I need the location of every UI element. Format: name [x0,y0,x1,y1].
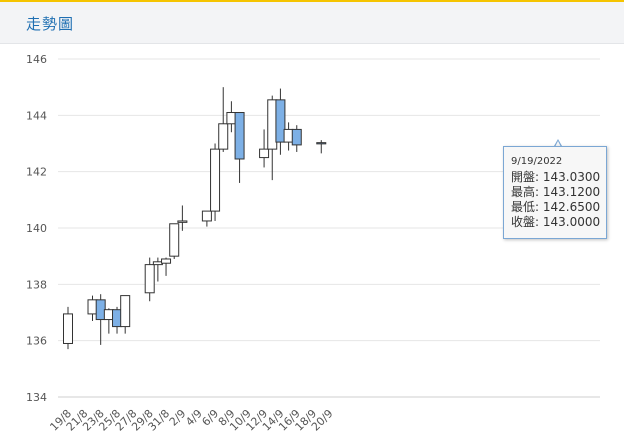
x-axis-ticks: 19/821/823/825/827/829/831/82/94/96/98/9… [47,407,335,434]
candle-body-down [275,99,286,143]
tooltip-row-low: 最低: 142.6500 [511,200,601,214]
tooltip-high-value: 143.1200 [542,185,601,199]
candle[interactable] [177,205,188,231]
candle[interactable] [120,295,131,334]
candle[interactable] [210,143,221,221]
tooltip-close-value: 143.0000 [542,215,601,229]
candle-body-up [267,99,278,150]
candles[interactable] [63,87,327,350]
candle-body-down [316,142,327,145]
candle[interactable] [87,295,98,321]
candle[interactable] [275,88,286,155]
candle[interactable] [95,294,106,345]
y-axis-ticks: 134 136 138 140 142 144 146 [26,53,47,404]
y-tick-label: 140 [26,222,47,235]
candle-body-down [95,299,106,321]
candle[interactable] [152,257,163,282]
candle-body-down [234,112,245,160]
candle[interactable] [291,125,302,152]
candle[interactable] [201,210,212,227]
candle-body-up [161,258,172,264]
candle-body-up [169,223,180,257]
tooltip-open-value: 143.0300 [542,170,601,184]
candle[interactable] [161,257,172,276]
tooltip-open-label: 開盤 [511,170,536,184]
top-accent-strip [0,0,624,2]
candle[interactable] [259,129,270,168]
candle-body-up [103,309,114,321]
candle-body-up [210,148,221,212]
tooltip-row-close: 收盤: 143.0000 [511,215,601,229]
candle[interactable] [144,257,155,302]
tooltip-row-open: 開盤: 143.0300 [511,170,601,184]
candle-body-up [87,299,98,315]
y-tick-label: 134 [26,391,47,404]
candle-body-up [201,210,212,222]
candle-body-up [283,128,294,143]
candle-body-up [63,313,73,344]
y-tick-label: 146 [26,53,47,66]
y-tick-label: 144 [26,109,47,122]
tooltip-pointer-fill [555,141,561,147]
candle[interactable] [234,112,245,183]
candle[interactable] [267,95,278,181]
candle-body-up [152,261,163,266]
candle[interactable] [112,306,123,334]
candle-body-up [144,264,155,294]
tooltip-low-label: 最低 [511,200,536,214]
candle-body-up [218,123,229,150]
y-tick-label: 142 [26,166,47,179]
tooltip-high-label: 最高 [511,185,536,199]
candle-body-down [291,128,302,146]
y-tick-label: 136 [26,335,47,348]
tooltip: 9/19/2022 開盤: 143.0300 最高: 143.1200 最低: … [503,146,607,239]
candle-body-up [120,295,131,328]
tooltip-close-label: 收盤 [511,215,536,229]
candle[interactable] [169,223,180,259]
candle[interactable] [316,140,327,154]
candle-body-up [177,220,188,223]
candle-body-down [112,309,123,328]
tooltip-low-value: 142.6500 [542,200,601,214]
candle-body-up [259,148,270,159]
candle[interactable] [283,122,294,151]
candle-body-up [226,112,237,125]
tooltip-date: 9/19/2022 [511,156,563,167]
y-tick-label: 138 [26,278,47,291]
candle[interactable] [226,101,237,133]
candle[interactable] [218,87,229,152]
chart-header: 走勢圖 [0,2,624,44]
candle[interactable] [103,308,114,334]
chart-title: 走勢圖 [26,15,75,33]
tooltip-row-high: 最高: 143.1200 [511,185,601,199]
candle[interactable] [63,306,73,350]
